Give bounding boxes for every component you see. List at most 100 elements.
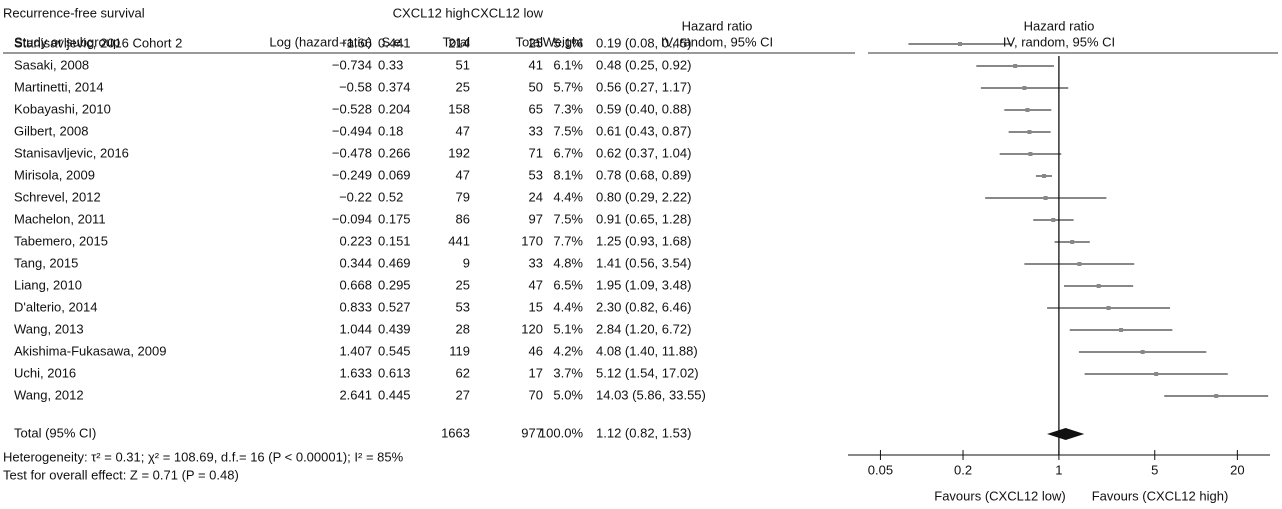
point-estimate [1077, 262, 1082, 266]
high-total: 441 [448, 233, 470, 248]
x-label: Favours (CXCL12 low) [934, 488, 1066, 503]
study-name: Mirisola, 2009 [14, 167, 95, 182]
log-hr: −0.494 [332, 123, 372, 138]
point-estimate [1154, 372, 1159, 376]
ci-label: 5.12 (1.54, 17.02) [596, 365, 699, 380]
x-tick-label: 0.05 [868, 462, 893, 477]
low-total: 24 [529, 189, 543, 204]
low-total: 120 [521, 321, 543, 336]
se: 0.545 [378, 343, 411, 358]
point-estimate [1051, 218, 1056, 222]
log-hr: −0.734 [332, 57, 372, 72]
weight: 6.7% [553, 145, 583, 160]
study-name: Machelon, 2011 [14, 211, 106, 226]
high-total: 158 [448, 101, 470, 116]
weight: 5.1% [553, 321, 583, 336]
study-name: Tabemero, 2015 [14, 233, 108, 248]
point-estimate [957, 42, 962, 46]
se: 0.445 [378, 387, 411, 402]
plot-header: IV, random, 95% CI [1003, 34, 1115, 49]
plot-header: Hazard ratio [1024, 18, 1095, 33]
point-estimate [1013, 64, 1018, 68]
high-total: 47 [456, 123, 470, 138]
se: 0.18 [378, 123, 403, 138]
low-total: 47 [529, 277, 543, 292]
x-label: Favours (CXCL12 high) [1092, 488, 1229, 503]
study-name: Uchi, 2016 [14, 365, 76, 380]
log-hr: −0.22 [339, 189, 372, 204]
weight: 4.2% [553, 343, 583, 358]
high-total: 214 [448, 35, 470, 50]
column-header: Total [443, 34, 471, 49]
study-name: Gilbert, 2008 [14, 123, 88, 138]
x-tick-label: 20 [1230, 462, 1244, 477]
weight: 7.7% [553, 233, 583, 248]
weight: 6.1% [553, 57, 583, 72]
study-name: Wang, 2013 [14, 321, 84, 336]
point-estimate [1028, 152, 1033, 156]
total-weight: 100.0% [539, 425, 584, 440]
x-tick-label: 0.2 [954, 462, 972, 477]
weight: 5.1% [553, 35, 583, 50]
se: 0.151 [378, 233, 411, 248]
se: 0.266 [378, 145, 411, 160]
point-estimate [1042, 174, 1047, 178]
ci-label: 2.30 (0.82, 6.46) [596, 299, 691, 314]
column-header: IV, random, 95% CI [661, 34, 773, 49]
log-hr: 0.668 [339, 277, 372, 292]
study-name: Wang, 2012 [14, 387, 84, 402]
high-total: 27 [456, 387, 470, 402]
high-total: 192 [448, 145, 470, 160]
weight: 7.3% [553, 101, 583, 116]
point-estimate [1025, 108, 1030, 112]
column-header: Study or subgroup [14, 34, 120, 49]
low-total: 65 [529, 101, 543, 116]
low-total: 53 [529, 167, 543, 182]
ci-label: 0.61 (0.43, 0.87) [596, 123, 691, 138]
weight: 6.5% [553, 277, 583, 292]
study-name: Stanisavljevic, 2016 [14, 145, 129, 160]
ci-label: 0.56 (0.27, 1.17) [596, 79, 691, 94]
high-total: 25 [456, 277, 470, 292]
weight: 7.5% [553, 123, 583, 138]
ci-label: 0.80 (0.29, 2.22) [596, 189, 691, 204]
note: Test for overall effect: Z = 0.71 (P = 0… [3, 467, 239, 482]
se: 0.439 [378, 321, 411, 336]
low-total: 70 [529, 387, 543, 402]
se: 0.613 [378, 365, 411, 380]
weight: 5.7% [553, 79, 583, 94]
weight: 5.0% [553, 387, 583, 402]
x-tick-label: 5 [1151, 462, 1158, 477]
point-estimate [1214, 394, 1219, 398]
low-total: 33 [529, 123, 543, 138]
column-header: Weight [543, 34, 584, 49]
log-hr: −0.249 [332, 167, 372, 182]
se: 0.204 [378, 101, 411, 116]
log-hr: −0.094 [332, 211, 372, 226]
point-estimate [1022, 86, 1027, 90]
log-hr: −0.528 [332, 101, 372, 116]
column-header: S.e. [381, 34, 404, 49]
ci-label: 0.59 (0.40, 0.88) [596, 101, 691, 116]
column-header: Log (hazard ratio) [269, 34, 372, 49]
ci-label: 0.48 (0.25, 0.92) [596, 57, 691, 72]
se: 0.52 [378, 189, 403, 204]
se: 0.175 [378, 211, 411, 226]
log-hr: −0.58 [339, 79, 372, 94]
se: 0.33 [378, 57, 403, 72]
low-total: 97 [529, 211, 543, 226]
note: Heterogeneity: τ² = 0.31; χ² = 108.69, d… [3, 449, 404, 464]
high-total: 53 [456, 299, 470, 314]
point-estimate [1096, 284, 1101, 288]
low-total: 41 [529, 57, 543, 72]
ci-label: 1.25 (0.93, 1.68) [596, 233, 691, 248]
study-name: Liang, 2010 [14, 277, 82, 292]
study-name: Kobayashi, 2010 [14, 101, 111, 116]
ci-label: 1.95 (1.09, 3.48) [596, 277, 691, 292]
se: 0.069 [378, 167, 411, 182]
point-estimate [1043, 196, 1048, 200]
se: 0.441 [378, 35, 411, 50]
low-total: 33 [529, 255, 543, 270]
se: 0.374 [378, 79, 411, 94]
ci-label: 0.19 (0.08, 0.45) [596, 35, 691, 50]
